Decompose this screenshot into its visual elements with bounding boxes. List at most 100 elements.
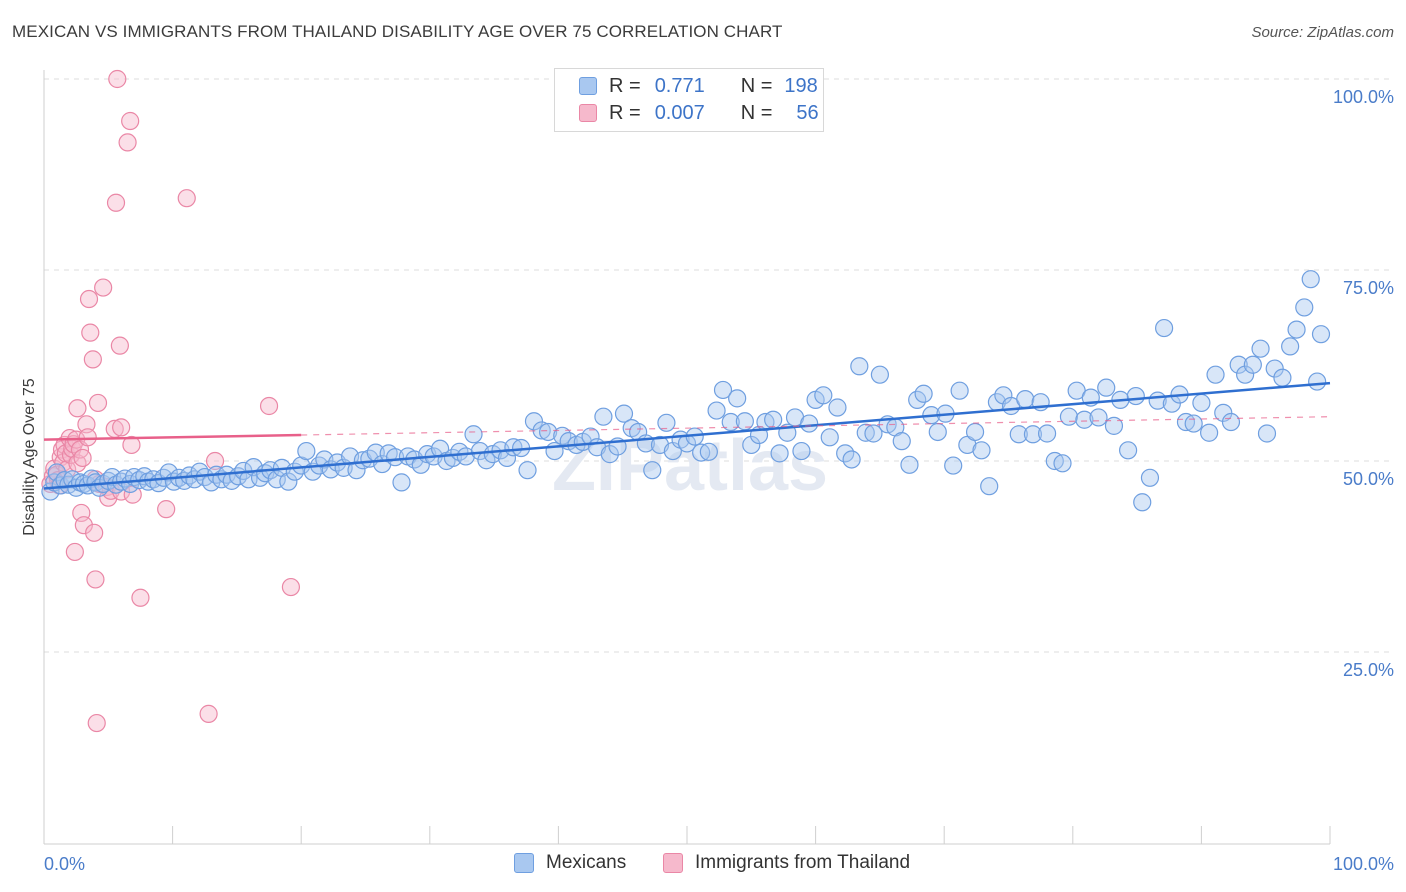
- data-point: [1301, 270, 1320, 289]
- data-point: [1089, 408, 1108, 427]
- data-point: [721, 412, 740, 432]
- data-point: [1023, 425, 1043, 444]
- data-point: [1037, 424, 1057, 443]
- data-point: [110, 336, 129, 355]
- data-point: [1287, 320, 1306, 339]
- data-point: [944, 456, 963, 475]
- data-point: [456, 447, 475, 466]
- legend-label: Mexicans: [546, 852, 627, 873]
- data-point: [524, 412, 544, 431]
- data-point: [1009, 425, 1028, 444]
- data-point: [177, 189, 196, 208]
- data-point: [1016, 390, 1035, 409]
- thailand-points: [41, 69, 301, 733]
- legend-n-value: 198: [784, 74, 818, 97]
- stats-legend: R = 0.771 N = 198 R = 0.007 N = 56: [554, 68, 824, 132]
- data-point: [539, 422, 558, 442]
- data-point: [820, 428, 839, 447]
- data-point: [742, 435, 761, 455]
- data-point: [77, 415, 96, 434]
- data-point: [281, 577, 301, 597]
- legend-item-mexicans[interactable]: Mexicans: [514, 852, 626, 874]
- data-point: [950, 381, 969, 400]
- legend-n-value: 56: [796, 101, 819, 124]
- legend-swatch-blue: [514, 853, 534, 873]
- data-point: [205, 451, 225, 471]
- data-point: [81, 323, 100, 342]
- data-point: [464, 425, 483, 444]
- data-point: [914, 384, 933, 403]
- data-point: [965, 422, 985, 442]
- data-point: [106, 475, 126, 494]
- trend-line-mexicans: [43, 381, 1331, 490]
- data-point: [900, 455, 919, 474]
- data-point: [297, 441, 316, 461]
- data-point: [68, 454, 87, 473]
- data-point: [1104, 416, 1124, 435]
- data-point: [643, 461, 662, 480]
- data-point: [614, 404, 634, 423]
- data-point: [1059, 407, 1079, 426]
- data-point: [1075, 410, 1094, 429]
- data-point: [692, 443, 711, 462]
- data-point: [1295, 298, 1314, 317]
- data-point: [131, 588, 150, 607]
- data-point: [83, 350, 102, 369]
- trend-lines: [43, 381, 1331, 490]
- legend-label: Immigrants from Thailand: [695, 852, 911, 873]
- legend-swatch-pink: [579, 104, 597, 122]
- data-point: [58, 460, 77, 479]
- data-point: [1200, 423, 1219, 442]
- data-point: [1221, 412, 1241, 432]
- x-tick-marks: [172, 826, 1331, 844]
- data-point: [1281, 337, 1300, 356]
- data-point: [279, 472, 298, 491]
- data-point: [1176, 412, 1196, 432]
- legend-r-value: 0.771: [654, 74, 705, 97]
- data-point: [73, 448, 92, 468]
- data-point: [259, 396, 279, 416]
- legend-r-value: 0.007: [654, 101, 705, 124]
- data-point: [1273, 368, 1292, 387]
- data-point: [1257, 424, 1277, 443]
- data-point: [74, 516, 93, 535]
- data-point: [1097, 378, 1116, 397]
- data-point: [770, 444, 789, 463]
- data-point: [1243, 355, 1262, 374]
- data-point: [707, 401, 726, 420]
- data-point: [870, 365, 890, 384]
- y-tick-label: 100.0%: [1333, 87, 1394, 107]
- data-point: [892, 432, 911, 451]
- data-point: [1206, 365, 1225, 384]
- gridlines: [44, 78, 1394, 653]
- data-point: [94, 278, 113, 297]
- data-point: [199, 704, 218, 723]
- y-tick-labels: 25.0% 50.0% 75.0% 100.0%: [1333, 87, 1394, 680]
- data-point: [1155, 318, 1174, 338]
- data-point: [267, 470, 286, 489]
- data-point: [65, 542, 84, 562]
- legend-item-thailand[interactable]: Immigrants from Thailand: [663, 852, 910, 874]
- data-point: [1133, 493, 1152, 512]
- data-point: [1311, 325, 1331, 344]
- trend-line-thailand: [43, 433, 302, 441]
- x-tick-label-right: 100.0%: [1333, 854, 1394, 874]
- data-point: [78, 428, 97, 447]
- data-point: [1118, 441, 1138, 460]
- data-point: [411, 455, 430, 474]
- data-point: [1214, 403, 1233, 422]
- data-point: [1126, 386, 1145, 406]
- data-point: [385, 448, 405, 467]
- data-point: [85, 523, 104, 542]
- data-point: [972, 441, 991, 460]
- data-point: [518, 461, 537, 480]
- legend-n-label: N =: [740, 101, 773, 124]
- data-point: [828, 398, 847, 417]
- x-tick-label-left: 0.0%: [44, 854, 85, 874]
- legend-row-mexicans: R = 0.771 N = 198: [579, 73, 818, 99]
- data-point: [79, 289, 99, 309]
- data-point: [764, 410, 783, 429]
- chart-title: MEXICAN VS IMMIGRANTS FROM THAILAND DISA…: [12, 22, 783, 41]
- data-point: [122, 435, 141, 455]
- y-axis-label: Disability Age Over 75: [21, 378, 38, 536]
